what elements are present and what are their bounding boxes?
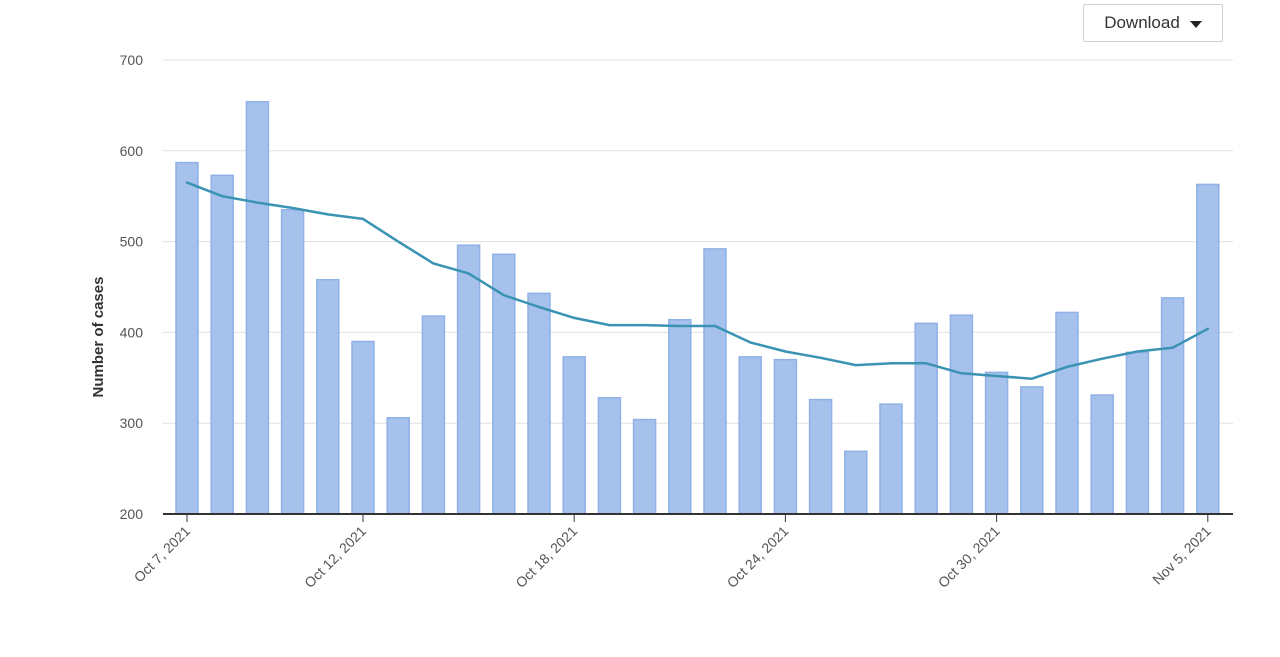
- bar: [1020, 386, 1044, 515]
- y-axis-title: Number of cases: [90, 277, 107, 398]
- bar: [984, 371, 1009, 515]
- download-label: Download: [1104, 13, 1180, 32]
- bar: [527, 292, 551, 515]
- bar: [1055, 311, 1079, 515]
- download-button[interactable]: Download: [1083, 4, 1223, 42]
- bar: [210, 174, 234, 515]
- caret-down-icon: [1189, 20, 1202, 28]
- bar: [914, 322, 938, 515]
- bar: [280, 209, 305, 515]
- y-tick-label: 400: [120, 324, 144, 340]
- x-tick-label: Oct 18, 2021: [512, 523, 580, 591]
- x-tick-label: Oct 12, 2021: [301, 523, 369, 591]
- bar: [668, 318, 692, 515]
- y-tick-label: 700: [120, 52, 144, 68]
- x-tick-label: Oct 7, 2021: [131, 523, 194, 586]
- y-tick-label: 300: [120, 415, 144, 431]
- bar: [1090, 394, 1114, 515]
- bar: [245, 101, 270, 515]
- bar: [1160, 297, 1185, 515]
- y-tick-label: 200: [120, 506, 144, 522]
- bar: [1196, 183, 1220, 515]
- bar: [386, 417, 410, 515]
- bar: [1125, 351, 1150, 515]
- bar: [562, 356, 586, 515]
- y-tick-label: 600: [120, 143, 144, 159]
- bar: [949, 314, 974, 515]
- y-tick-label: 500: [120, 234, 144, 250]
- bar: [456, 244, 481, 515]
- bar: [844, 450, 868, 515]
- bar: [597, 397, 622, 515]
- bar: [632, 418, 657, 515]
- x-tick-label: Oct 24, 2021: [724, 523, 792, 591]
- bar: [738, 356, 762, 515]
- bar: [773, 358, 798, 515]
- bar: [703, 248, 727, 515]
- bar: [808, 398, 833, 515]
- average-line: [185, 181, 1210, 380]
- bar: [421, 315, 446, 515]
- bar: [351, 340, 375, 515]
- x-tick-label: Nov 5, 2021: [1149, 523, 1214, 588]
- bar: [175, 161, 199, 515]
- bar: [316, 278, 340, 515]
- bar: [879, 403, 903, 515]
- x-tick-label: Oct 30, 2021: [935, 523, 1003, 591]
- bar: [492, 253, 516, 515]
